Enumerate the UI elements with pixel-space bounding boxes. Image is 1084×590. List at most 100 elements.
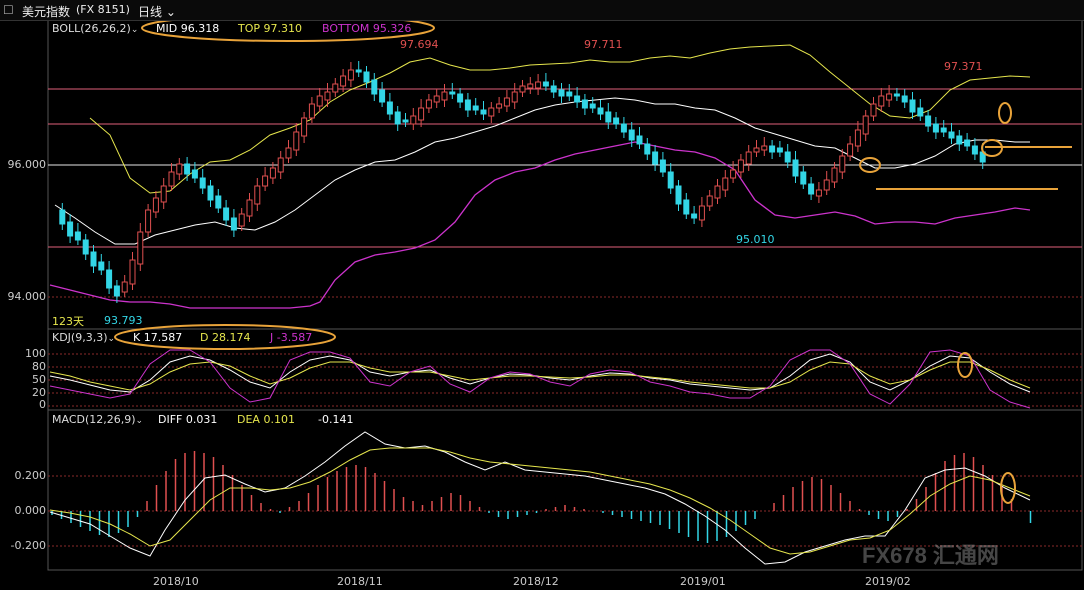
candle-body: [776, 147, 783, 153]
time-axis-label: 2018/10: [153, 575, 199, 588]
candle-body: [371, 79, 378, 95]
candle-body: [464, 99, 471, 111]
period-selector[interactable]: 日线 ⌄: [138, 3, 176, 20]
macd-dea-line: [49, 447, 1031, 555]
candle-body: [511, 91, 518, 103]
macd-diff: DIFF 0.031: [158, 413, 218, 426]
kdj-k-line: [49, 353, 1031, 393]
candle-body: [613, 117, 620, 125]
chevron-down-icon: ⌄: [130, 25, 139, 35]
boll-indicator-label[interactable]: BOLL(26,26,2)⌄: [52, 22, 139, 35]
candle-body: [457, 93, 464, 103]
candle-body: [854, 129, 861, 147]
candle-body: [948, 131, 955, 139]
kdj-axis-label: 80: [32, 360, 46, 373]
candle-body: [745, 151, 752, 165]
candle-body: [293, 131, 300, 151]
candle-body: [160, 185, 167, 203]
candle-body: [394, 111, 401, 125]
candle-body: [574, 95, 581, 103]
candle-body: [340, 75, 347, 87]
candle-body: [730, 169, 737, 179]
candle-body: [636, 135, 643, 145]
highlight-annotations: [114, 14, 1072, 504]
candle-body: [425, 99, 432, 109]
boll-lower-line: [49, 141, 1031, 309]
candle-body: [324, 91, 331, 101]
candle-body: [839, 155, 846, 173]
window-titlebar: ☐ 美元指数 (FX 8151) 日线 ⌄: [0, 0, 1084, 21]
kdj-indicator-label[interactable]: KDJ(9,3,3)⌄: [52, 331, 116, 344]
boll-upper-line: [89, 44, 1031, 194]
candle-body: [332, 83, 339, 93]
candle-body: [191, 169, 198, 179]
kdj-d-line: [49, 361, 1031, 391]
candle-body: [932, 123, 939, 133]
candle-body: [433, 95, 440, 103]
macd-dea: DEA 0.101: [237, 413, 295, 426]
boll-bottom: BOTTOM 95.326: [322, 22, 412, 35]
price-gridlines: [48, 88, 1082, 298]
macd-diff-line: [49, 431, 1031, 565]
candle-body: [184, 163, 191, 175]
candle-body: [113, 285, 120, 297]
candle-body: [792, 159, 799, 177]
candle-body: [145, 209, 152, 233]
candle-body: [815, 189, 822, 197]
candle-body: [784, 151, 791, 163]
candle-body: [449, 91, 456, 95]
candle-body: [82, 239, 89, 255]
high-annotation: 97.371: [944, 60, 983, 73]
candle-body: [238, 213, 245, 227]
candle-body: [74, 231, 81, 241]
candle-body: [761, 145, 768, 151]
chevron-down-icon: ⌄: [107, 334, 116, 344]
candle-body: [901, 95, 908, 103]
candle-body: [831, 167, 838, 183]
candle-body: [940, 127, 947, 133]
menu-icon[interactable]: ☐: [3, 3, 14, 17]
macd-histogram: [51, 451, 1032, 543]
candle-body: [964, 139, 971, 147]
candle-body: [472, 105, 479, 111]
candle-body: [667, 171, 674, 189]
candle-body: [355, 69, 362, 73]
candle-body: [527, 83, 534, 89]
candle-body: [480, 109, 487, 115]
candle-body: [605, 111, 612, 123]
candle-body: [223, 207, 230, 221]
candle-body: [488, 107, 495, 117]
candle-body: [878, 95, 885, 107]
candle-body: [753, 147, 760, 153]
watermark-logo: FX678 汇通网: [862, 543, 999, 568]
candle-body: [620, 123, 627, 133]
macd-axis-label: 0.200: [14, 469, 47, 482]
candle-body: [199, 177, 206, 189]
price-axis-label: 94.000: [7, 290, 47, 303]
candle-body: [886, 93, 893, 101]
macd-axis-label: -0.200: [10, 539, 46, 552]
candle-body: [550, 85, 557, 93]
candle-body: [129, 259, 136, 285]
kdj-d: D 28.174: [200, 331, 251, 344]
candle-body: [683, 199, 690, 215]
candle-body: [137, 231, 144, 265]
kdj-axis-label: 0: [39, 398, 46, 411]
low-annotation: 93.793: [104, 314, 143, 327]
candle-body: [823, 179, 830, 191]
macd-indicator-label[interactable]: MACD(12,26,9)⌄: [52, 413, 144, 426]
high-annotation: 97.694: [400, 38, 439, 51]
candle-body: [535, 81, 542, 89]
time-axis-label: 2018/12: [513, 575, 559, 588]
boll-mid-line: [54, 97, 1030, 245]
kdj-axis-label: 20: [32, 386, 46, 399]
candle-body: [285, 147, 292, 159]
candle-body: [207, 185, 214, 201]
kdj-j: J -3.587: [270, 331, 313, 344]
candle-body: [714, 185, 721, 199]
instrument-title: 美元指数: [22, 5, 71, 19]
period-label: 日线: [138, 5, 163, 19]
candle-body: [168, 171, 175, 187]
macd-axis-label: 0.000: [14, 504, 47, 517]
